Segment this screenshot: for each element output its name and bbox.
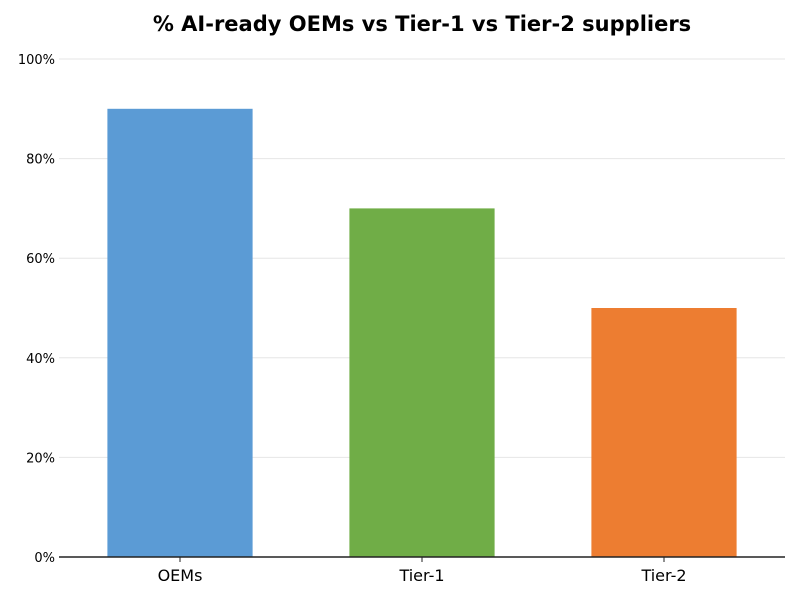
y-tick-label: 20% — [26, 451, 55, 466]
x-tick-label: Tier-1 — [398, 566, 444, 585]
y-tick-label: 100% — [18, 53, 55, 68]
y-tick-label: 80% — [26, 153, 55, 168]
bar-oems — [107, 108, 253, 558]
chart-title: % AI-ready OEMs vs Tier-1 vs Tier-2 supp… — [153, 12, 691, 36]
y-tick-label: 40% — [26, 352, 55, 367]
y-tick-label: 60% — [26, 252, 55, 267]
x-tick-label: Tier-2 — [640, 566, 686, 585]
x-tick-label: OEMs — [158, 566, 203, 585]
bar-tier-2 — [591, 308, 737, 557]
bar-tier-1 — [349, 208, 495, 557]
y-tick-label: 0% — [34, 551, 55, 566]
